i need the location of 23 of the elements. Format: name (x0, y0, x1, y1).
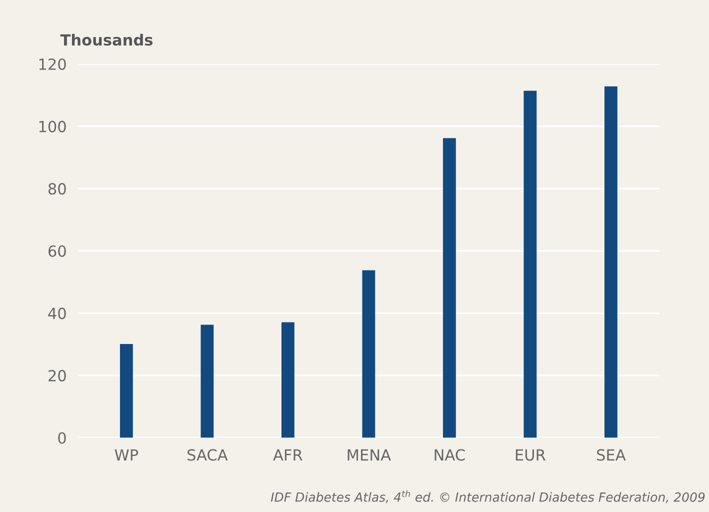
y-tick-label: 100 (39, 120, 66, 132)
bar (120, 344, 133, 438)
bar (524, 90, 537, 438)
text: IDF Diabetes Atlas, 4$^{th}$ ed. © International Diabetes Federation, 2009 (270, 490, 705, 504)
x-tick-label: NAC (434, 449, 465, 461)
y-tick-label: 80 (48, 183, 66, 195)
bar (200, 324, 214, 438)
y-tick-label: 20 (48, 370, 66, 382)
x-tick-label: AFR (273, 449, 302, 460)
x-tick-label: MENA (348, 449, 391, 460)
bar (362, 270, 376, 438)
x-tick-label: WP (114, 449, 138, 460)
y-tick-label: 60 (48, 245, 66, 257)
x-tick-label: SACA (188, 449, 228, 461)
y-axis-title: Thousands (60, 34, 153, 46)
x-tick-label: SEA (597, 449, 626, 461)
bar (281, 322, 294, 438)
y-tick-label: 0 (58, 432, 66, 444)
x-tick-label: EUR (516, 449, 546, 461)
y-tick-label: 40 (48, 308, 66, 320)
bar (442, 138, 456, 438)
bar (604, 86, 618, 438)
y-tick-label: 120 (39, 58, 66, 70)
